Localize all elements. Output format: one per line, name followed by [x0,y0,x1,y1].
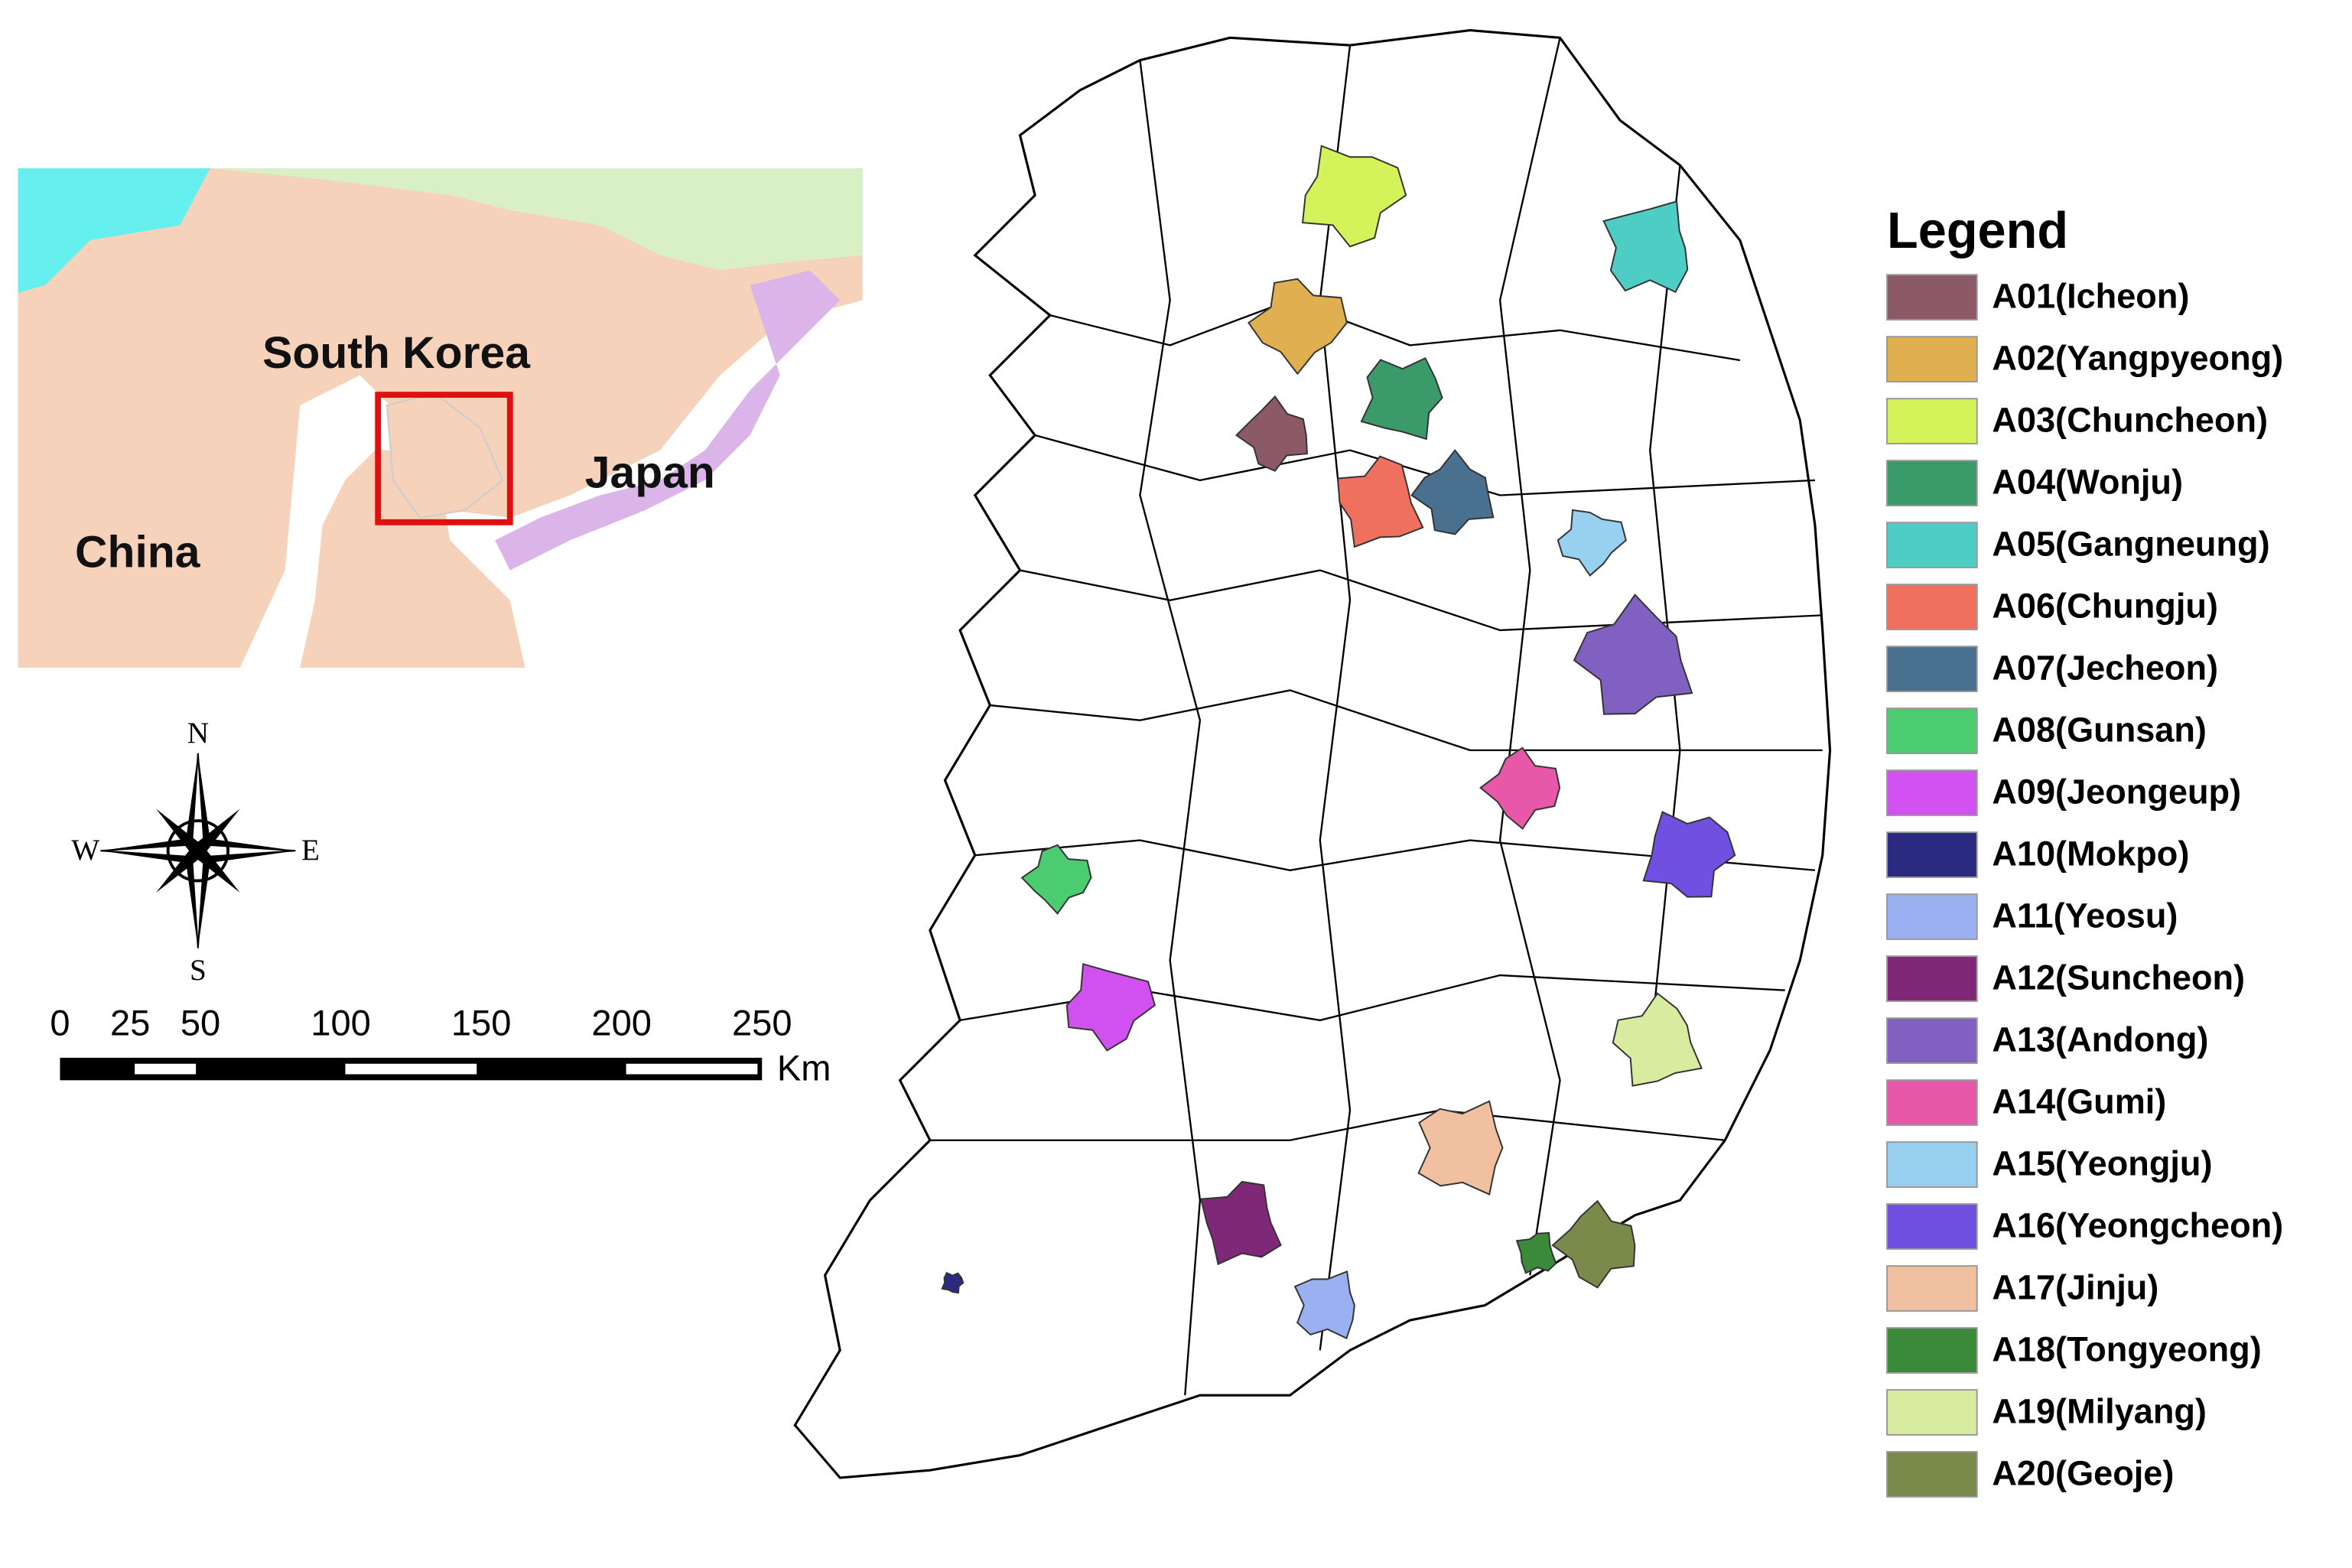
korea-map [793,28,1832,1479]
scale-unit: Km [777,1047,831,1088]
compass-letter: N [187,717,209,750]
region [1573,594,1693,715]
region [1642,811,1736,898]
scale-segment [135,1063,197,1075]
region [1248,278,1348,376]
district-boundaries [929,37,1823,1396]
legend: Legend A01(Icheon) A02(Yangpyeong) A03(Chu… [1886,203,2283,1498]
legend-label: A20(Geoje) [1992,1453,2174,1492]
inset-map: South Korea Japan China [18,168,863,669]
legend-label: A02(Yangpyeong) [1992,338,2283,377]
region [1557,509,1627,577]
legend-title: Legend [1887,203,2068,259]
inset-label: Japan [585,448,715,498]
region [1337,455,1424,548]
legend-swatch [1886,831,1978,878]
legend-swatch [1886,1203,1978,1250]
legend-swatch [1886,398,1978,445]
region [1235,395,1308,472]
legend-label: A18(Tongyeong) [1992,1329,2261,1368]
legend-label: A10(Mokpo) [1992,834,2189,873]
scale-label: 25 [110,1002,150,1043]
compass-letter: E [301,834,320,867]
legend-swatch [1886,274,1978,321]
japan-land [495,270,841,571]
legend-label: A16(Yeongcheon) [1992,1205,2283,1244]
study-regions [941,145,1736,1339]
region [1602,200,1689,294]
legend-label: A17(Jinju) [1992,1267,2158,1306]
region [1301,145,1407,248]
legend-label: A06(Chungju) [1992,586,2218,625]
korea-outline [793,28,1832,1479]
legend-swatch [1886,460,1978,507]
legend-label: A04(Wonju) [1992,462,2183,501]
legend-label: A19(Milyang) [1992,1391,2207,1430]
legend-swatch [1886,1451,1978,1498]
region [941,1271,965,1294]
legend-label: A14(Gumi) [1992,1082,2166,1121]
region [1612,992,1703,1087]
legend-label: A11(Yeosu) [1992,896,2178,935]
region [1417,1100,1504,1196]
scale-label: 100 [311,1002,370,1043]
legend-swatch [1886,893,1978,940]
compass-ring [166,819,230,883]
region [1200,1180,1282,1266]
study-area-box [375,392,513,525]
compass: N S W E [71,717,320,987]
legend-label: A15(Yeongju) [1992,1143,2212,1183]
russia-land [210,168,863,271]
legend-swatch [1886,1265,1978,1312]
legend-label: A13(Andong) [1992,1020,2208,1059]
region [1410,449,1495,535]
region [1065,963,1156,1052]
scale-label: 150 [451,1002,512,1043]
legend-swatch [1886,769,1978,816]
scale-label: 0 [50,1002,70,1043]
legend-swatch [1886,1017,1978,1064]
legend-label: A01(Icheon) [1992,276,2189,315]
region [1293,1270,1355,1339]
legend-label: A03(Chuncheon) [1992,400,2268,439]
legend-label: A05(Gangneung) [1992,524,2269,563]
compass-letter: W [71,834,99,867]
legend-label: A12(Suncheon) [1992,958,2245,997]
scale-label: 200 [591,1002,652,1043]
compass-letter: S [190,954,207,987]
korea-land [385,392,504,519]
legend-label: A09(Jeongeup) [1992,772,2241,811]
legend-swatch [1886,1141,1978,1188]
scale-label: 50 [181,1002,220,1043]
legend-swatch [1886,1389,1978,1436]
region [1020,844,1092,915]
scale-segment [345,1063,477,1075]
region [1479,747,1561,830]
region [1515,1231,1557,1274]
legend-swatch [1886,584,1978,630]
inset-label: South Korea [262,328,531,378]
inset-label: China [75,528,201,577]
legend-label: A08(Gunsan) [1992,710,2207,749]
legend-swatch [1886,336,1978,383]
region [1551,1199,1636,1289]
scale-segment [626,1063,758,1075]
legend-swatch [1886,522,1978,568]
legend-swatch [1886,955,1978,1002]
mongolia-land [18,168,210,293]
legend-swatch [1886,646,1978,692]
region [1360,356,1443,441]
legend-swatch [1886,1327,1978,1374]
legend-swatch [1886,708,1978,754]
scale-label: 250 [732,1002,792,1043]
legend-swatch [1886,1079,1978,1126]
yellow-sea [239,300,863,669]
legend-label: A07(Jecheon) [1992,648,2218,687]
